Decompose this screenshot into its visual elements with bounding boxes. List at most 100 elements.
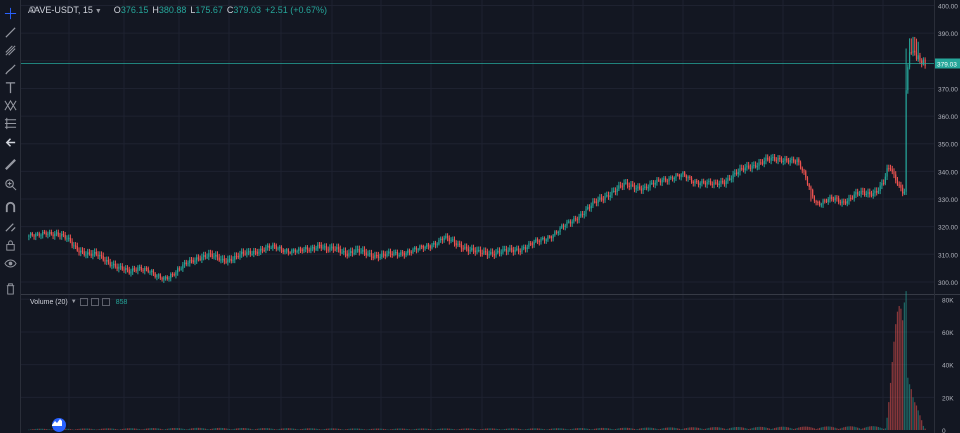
candle-body — [478, 250, 480, 252]
settings-icon[interactable] — [28, 5, 37, 14]
back-arrow-icon[interactable] — [2, 134, 18, 150]
hide-icon[interactable] — [79, 298, 88, 306]
volume-bar — [524, 429, 527, 430]
candle-body — [410, 251, 412, 253]
volume-bar — [604, 427, 606, 430]
volume-bar — [509, 428, 511, 430]
volume-bar — [502, 429, 504, 430]
volume-bar — [459, 429, 461, 430]
lock-icon[interactable] — [2, 237, 18, 253]
volume-bar — [395, 428, 397, 430]
volume-bar — [180, 428, 182, 430]
volume-bar — [921, 420, 923, 430]
brush-icon[interactable] — [2, 61, 18, 77]
candle-body — [684, 172, 686, 176]
volume-bar — [367, 429, 369, 430]
candle-body — [382, 253, 385, 255]
volume-bar — [441, 428, 444, 430]
candle-body — [869, 192, 871, 195]
chevron-down-icon[interactable]: ▼ — [70, 299, 77, 305]
candle-body — [433, 242, 435, 245]
price-axis-label: 350.00 — [938, 142, 958, 149]
volume-bar — [865, 427, 867, 430]
candlestick-chart[interactable]: 400.00390.00380.00370.00360.00350.00340.… — [21, 0, 960, 433]
candle-body — [922, 59, 925, 65]
volume-bar — [393, 428, 395, 430]
symbol-selector[interactable]: AAVE-USDT, 15 ▼ — [28, 5, 102, 15]
high-label: H — [152, 5, 159, 15]
candle-body — [265, 247, 267, 251]
candle-body — [718, 183, 720, 186]
candle-body — [889, 168, 892, 170]
pattern-icon[interactable] — [2, 97, 18, 113]
candle-body — [687, 176, 689, 179]
volume-bar — [630, 428, 632, 430]
volume-bar — [336, 428, 338, 430]
chart-area[interactable]: 400.00390.00380.00370.00360.00350.00340.… — [21, 0, 960, 433]
candle-body — [850, 197, 852, 199]
candle-body — [242, 251, 245, 254]
volume-bar — [222, 427, 224, 430]
magnet-icon[interactable] — [2, 199, 18, 215]
volume-bar — [760, 426, 762, 430]
volume-bar — [369, 429, 371, 430]
volume-bar — [467, 428, 469, 430]
pitchfork-icon[interactable] — [2, 42, 18, 58]
volume-bar — [343, 429, 345, 431]
settings-icon[interactable] — [90, 298, 99, 306]
candle-body — [166, 276, 168, 280]
volume-bar — [142, 429, 144, 430]
candle-body — [782, 160, 784, 163]
fib-icon[interactable] — [2, 115, 18, 131]
volume-bar — [313, 428, 315, 430]
candle-body — [74, 245, 77, 247]
volume-bar — [381, 428, 383, 430]
crosshair-icon[interactable] — [2, 5, 18, 21]
volume-bar — [583, 428, 585, 430]
ruler-icon[interactable] — [2, 156, 18, 172]
volume-bar — [727, 428, 729, 430]
open-value: 376.15 — [120, 5, 149, 15]
close-icon[interactable] — [101, 298, 110, 306]
candle-body — [441, 238, 444, 241]
candle-body — [709, 181, 712, 185]
volume-bar — [600, 427, 603, 430]
candle-body — [446, 235, 449, 239]
candle-body — [232, 259, 234, 262]
zoom-in-icon[interactable] — [2, 176, 18, 192]
volume-bar — [670, 427, 672, 430]
volume-bar — [500, 429, 502, 431]
volume-bar — [713, 427, 715, 430]
candle-body — [114, 263, 116, 267]
candle-body — [921, 60, 923, 65]
eye-icon[interactable] — [2, 255, 18, 271]
trash-icon[interactable] — [2, 280, 18, 296]
candle-body — [562, 225, 565, 227]
volume-bar — [889, 382, 892, 430]
volume-bar — [173, 427, 175, 430]
candle-body — [716, 182, 719, 186]
candle-body — [594, 201, 596, 203]
candle-body — [346, 253, 348, 256]
candle-body — [360, 251, 362, 253]
candle-body — [403, 253, 405, 256]
volume-bar — [204, 428, 206, 430]
volume-bar — [827, 426, 829, 430]
low-label: L — [190, 5, 196, 15]
volume-bar — [824, 426, 826, 430]
trend-line-icon[interactable] — [2, 24, 18, 40]
candle-body — [280, 246, 283, 250]
candle-body — [123, 269, 125, 271]
volume-bar — [552, 428, 554, 430]
volume-bar — [286, 428, 288, 430]
logo-icon[interactable] — [52, 418, 66, 432]
candle-body — [789, 160, 791, 163]
candle-body — [457, 243, 459, 246]
candle-body — [812, 189, 814, 197]
lock-drawings-icon[interactable] — [2, 218, 18, 234]
volume-bar — [144, 428, 146, 430]
text-icon[interactable] — [2, 79, 18, 95]
candle-body — [128, 269, 130, 274]
volume-bar — [438, 428, 440, 430]
candle-body — [111, 265, 113, 267]
